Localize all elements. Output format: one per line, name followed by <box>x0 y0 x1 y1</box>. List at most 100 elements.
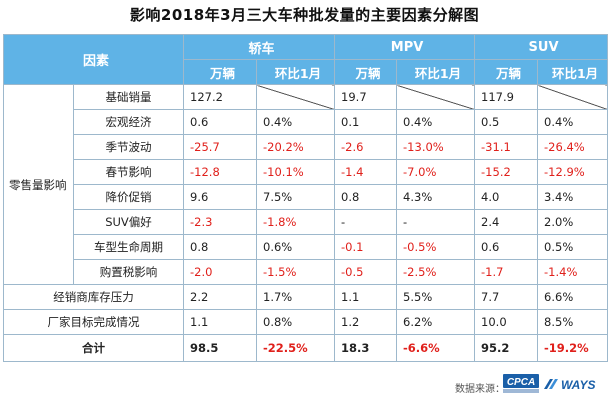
row-label: 厂家目标完成情况 <box>2 309 185 335</box>
cell-suv-units: 0.6 <box>474 234 539 260</box>
cell-suv-units: 117.9 <box>474 84 539 110</box>
cell-mpv-units: -0.1 <box>334 234 398 260</box>
cell-sedan-mom: -20.2% <box>256 134 336 160</box>
cell-suv-units: 10.0 <box>474 309 539 335</box>
cell-sedan-mom: 1.7% <box>256 284 336 310</box>
cell-mpv-units: 0.8 <box>334 184 398 210</box>
cell-sedan-mom: -22.5% <box>256 334 336 362</box>
cell-sedan-units: 0.6 <box>183 109 258 135</box>
cell-mpv-mom: -7.0% <box>396 159 476 185</box>
cell-suv-mom: -19.2% <box>537 334 609 362</box>
table-row: 厂家目标完成情况 1.1 0.8% 1.2 6.2% 10.0 8.5% <box>2 309 609 335</box>
row-label: 基础销量 <box>72 84 185 110</box>
row-label: 合计 <box>2 334 185 362</box>
cell-sedan-units: 0.8 <box>183 234 258 260</box>
cell-suv-mom: -12.9% <box>537 159 609 185</box>
factor-table: 因素 轿车 MPV SUV 万辆 环比1月 万辆 环比1月 万辆 环比1月 零售量影响 基础销量 127… <box>2 34 609 362</box>
cell-suv-units: 0.5 <box>474 109 539 135</box>
cell-mpv-units: 1.2 <box>334 309 398 335</box>
header-group-0: 轿车 <box>183 34 336 60</box>
cell-sedan-mom: 0.8% <box>256 309 336 335</box>
header-row-units: 万辆 环比1月 万辆 环比1月 万辆 环比1月 <box>4 59 609 85</box>
cpca-logo: CPCA <box>503 374 539 393</box>
cell-mpv-units: 1.1 <box>334 284 398 310</box>
cell-sedan-units: -12.8 <box>183 159 258 185</box>
cell-mpv-units: 19.7 <box>334 84 398 110</box>
cell-suv-mom: 0.4% <box>537 109 609 135</box>
source-label: 数据来源： <box>455 384 505 395</box>
row-label: 季节波动 <box>72 134 185 160</box>
cell-suv-units: -31.1 <box>474 134 539 160</box>
cell-suv-mom: 3.4% <box>537 184 609 210</box>
cell-suv-units: 4.0 <box>474 184 539 210</box>
header-sub-0-1: 环比1月 <box>256 59 336 85</box>
cell-suv-mom: 0.5% <box>537 234 609 260</box>
cell-suv-mom: 8.5% <box>537 309 609 335</box>
table-row: 降价促销 9.6 7.5% 0.8 4.3% 4.0 3.4% <box>4 184 609 210</box>
cell-sedan-mom: -10.1% <box>256 159 336 185</box>
cell-sedan-mom: 7.5% <box>256 184 336 210</box>
row-label: 春节影响 <box>72 159 185 185</box>
row-label: 购置税影响 <box>72 259 185 285</box>
header-sub-0-0: 万辆 <box>183 59 258 85</box>
cell-sedan-units: -2.3 <box>183 209 258 235</box>
cell-sedan-mom: -1.5% <box>256 259 336 285</box>
svg-text:WAYS: WAYS <box>561 378 595 392</box>
cell-suv-mom <box>537 84 609 110</box>
table-row: 车型生命周期 0.8 0.6% -0.1 -0.5% 0.6 0.5% <box>4 234 609 260</box>
table-row: 经销商库存压力 2.2 1.7% 1.1 5.5% 7.7 6.6% <box>2 284 609 310</box>
cell-mpv-mom: -0.5% <box>396 234 476 260</box>
cell-suv-units: -15.2 <box>474 159 539 185</box>
cell-mpv-mom: -6.6% <box>396 334 476 362</box>
header-sub-1-1: 环比1月 <box>396 59 476 85</box>
cell-mpv-units: -1.4 <box>334 159 398 185</box>
header-group-1: MPV <box>334 34 476 60</box>
group-label: 零售量影响 <box>3 84 74 285</box>
cell-sedan-units: 1.1 <box>183 309 258 335</box>
cell-sedan-units: 2.2 <box>183 284 258 310</box>
header-group-2: SUV <box>474 34 609 60</box>
header-sub-1-0: 万辆 <box>334 59 398 85</box>
cell-mpv-mom: -13.0% <box>396 134 476 160</box>
row-label: 车型生命周期 <box>72 234 185 260</box>
cell-mpv-mom: 4.3% <box>396 184 476 210</box>
row-label: SUV偏好 <box>72 209 185 235</box>
table-row: SUV偏好 -2.3 -1.8% - -2.4 2.0% <box>4 209 609 235</box>
cell-suv-mom: -1.4% <box>537 259 609 285</box>
header-factor: 因素 <box>2 34 185 85</box>
cell-mpv-units: 18.3 <box>334 334 398 362</box>
total-row: 合计 98.5 -22.5% 18.3 -6.6% 95.2 -19.2% <box>2 334 609 362</box>
header-row-groups: 因素 轿车 MPV SUV <box>2 34 609 85</box>
row-label: 经销商库存压力 <box>2 284 185 310</box>
cell-suv-units: -1.7 <box>474 259 539 285</box>
cell-sedan-mom <box>256 84 336 110</box>
table-row: 宏观经济 0.6 0.4% 0.1 0.4% 0.5 0.4% <box>4 109 609 135</box>
svg-text:CPCA: CPCA <box>507 377 535 388</box>
cell-mpv-mom: 0.4% <box>396 109 476 135</box>
header-sub-2-0: 万辆 <box>474 59 539 85</box>
row-label: 降价促销 <box>72 184 185 210</box>
cell-mpv-mom: -2.5% <box>396 259 476 285</box>
table-row: 零售量影响 基础销量 127.2 19.7 117.9 <box>3 84 609 285</box>
cell-sedan-units: 127.2 <box>183 84 258 110</box>
cell-sedan-mom: -1.8% <box>256 209 336 235</box>
chart-title: 影响2018年3月三大车种批发量的主要因素分解图 <box>129 6 480 24</box>
cell-mpv-units: 0.1 <box>334 109 398 135</box>
cell-mpv-units: -2.6 <box>334 134 398 160</box>
cell-sedan-units: -2.0 <box>183 259 258 285</box>
cell-sedan-mom: 0.4% <box>256 109 336 135</box>
table-row: 季节波动 -25.7 -20.2% -2.6 -13.0% -31.1 -26.4% <box>4 134 609 160</box>
cell-suv-mom: -26.4% <box>537 134 609 160</box>
cell-mpv-mom <box>396 84 476 110</box>
header-sub-2-1: 环比1月 <box>537 59 609 85</box>
cell-suv-units: 7.7 <box>474 284 539 310</box>
cell-mpv-mom: 5.5% <box>396 284 476 310</box>
cell-sedan-units: 9.6 <box>183 184 258 210</box>
cell-sedan-units: 98.5 <box>183 334 258 362</box>
cell-suv-units: 2.4 <box>474 209 539 235</box>
cell-mpv-units: -0.5 <box>334 259 398 285</box>
cell-mpv-mom: - <box>396 209 476 235</box>
cell-mpv-mom: 6.2% <box>396 309 476 335</box>
cell-mpv-units: - <box>334 209 398 235</box>
cell-suv-units: 95.2 <box>474 334 539 362</box>
